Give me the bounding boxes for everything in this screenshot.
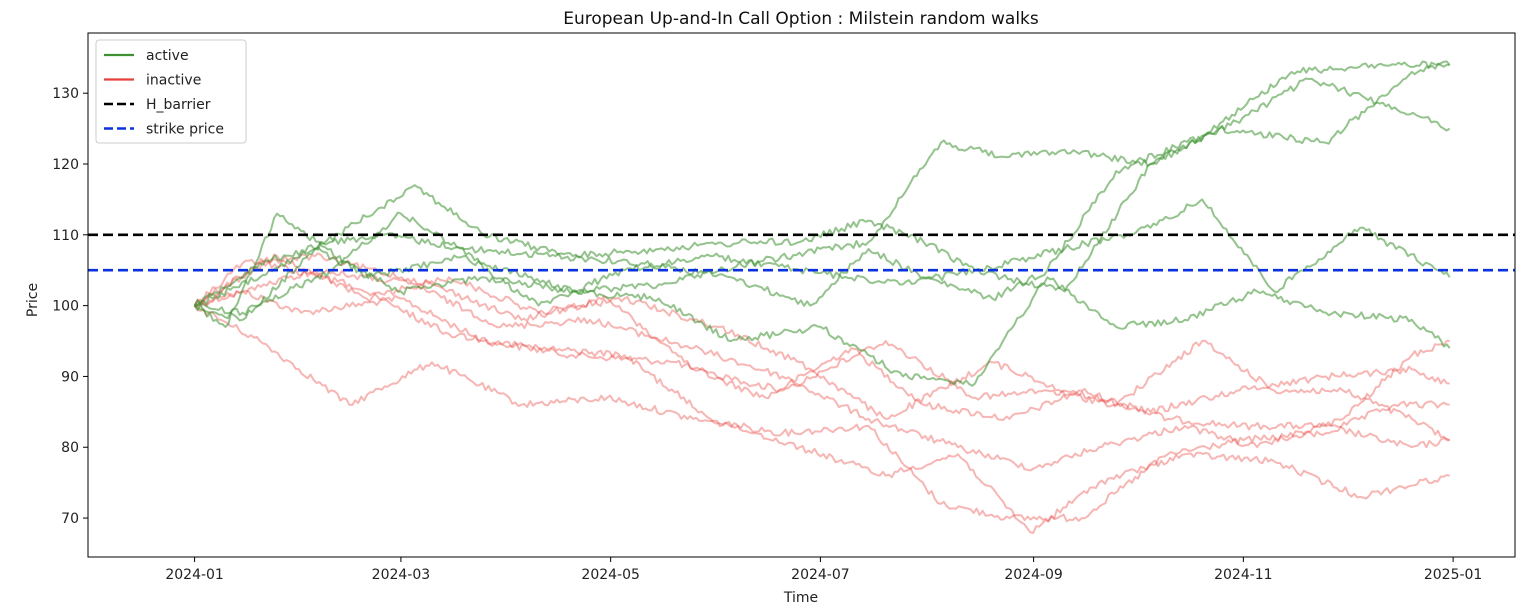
legend-label: H_barrier	[146, 97, 211, 113]
series-line-inactive-6	[193, 305, 1450, 523]
y-tick-label: 130	[52, 86, 79, 102]
chart-title: European Up-and-In Call Option : Milstei…	[563, 9, 1039, 29]
y-tick-label: 120	[52, 157, 79, 173]
x-tick-label: 2024-09	[1004, 567, 1063, 583]
x-axis-label: Time	[783, 590, 818, 606]
x-axis-ticks: 2024-01 2024-03 2024-05 2024-07 2024-09 2024-…	[165, 557, 1482, 583]
series-line-inactive-5	[194, 289, 1451, 449]
x-tick-label: 2024-07	[791, 567, 850, 583]
x-tick-label: 2024-11	[1214, 567, 1273, 583]
legend-label: active	[146, 48, 189, 64]
series-line-inactive-7	[194, 268, 1450, 472]
y-tick-label: 70	[61, 511, 79, 527]
y-tick-label: 90	[61, 369, 79, 385]
reference-lines	[88, 233, 1515, 272]
series-line-active-2	[194, 62, 1450, 316]
y-tick-label: 100	[52, 299, 79, 315]
series-line-active-0	[193, 60, 1451, 307]
legend-box	[95, 39, 247, 144]
series-line-inactive-9	[193, 252, 1450, 442]
y-axis-label: Price	[25, 283, 41, 317]
legend-label: inactive	[146, 73, 201, 89]
x-tick-label: 2024-03	[372, 567, 431, 583]
x-tick-label: 2024-01	[165, 567, 224, 583]
legend-label: strike price	[146, 122, 224, 138]
y-tick-label: 110	[52, 228, 79, 244]
series-line-active-3	[193, 198, 1451, 328]
series-line-inactive-10	[193, 253, 1450, 420]
series-line-inactive-8	[194, 259, 1450, 534]
series-line-active-1	[194, 77, 1451, 307]
x-tick-label: 2024-05	[581, 567, 640, 583]
series-line-active-4	[193, 246, 1451, 387]
y-axis-ticks: 70 80 90 100 110 120 130	[52, 86, 88, 527]
series-lines	[193, 60, 1451, 534]
x-tick-label: 2025-01	[1424, 567, 1483, 583]
plot-frame	[87, 32, 1516, 558]
y-tick-label: 80	[61, 440, 79, 456]
